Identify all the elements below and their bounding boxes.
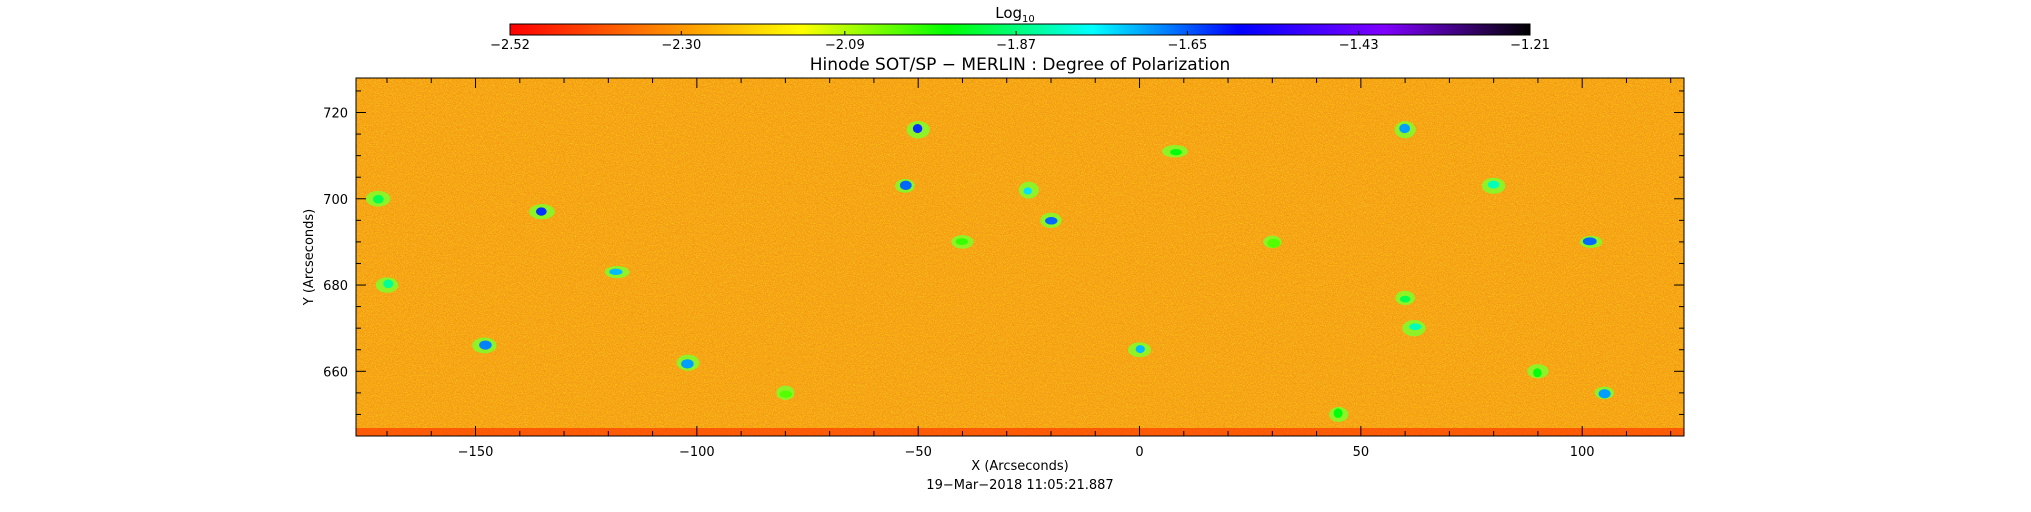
feature-core	[1045, 217, 1058, 225]
x-axis: −150 −100 −50 0 50 100	[386, 78, 1672, 460]
feature-core	[383, 279, 394, 289]
feature-core	[955, 238, 968, 246]
y-tick-label: 700	[323, 193, 348, 208]
bottom-edge-strip	[356, 428, 1684, 436]
colorbar-tick-label: −1.65	[1167, 38, 1207, 53]
colorbar-tick-label: −2.30	[661, 38, 701, 53]
chart-title: Hinode SOT/SP − MERLIN : Degree of Polar…	[810, 55, 1231, 75]
feature-core	[1533, 368, 1542, 378]
y-axis: 660 680 700 720	[323, 90, 1684, 415]
feature-core	[1135, 345, 1145, 354]
feature-core	[372, 194, 384, 204]
colorbar-tick-label: −2.09	[825, 38, 865, 53]
feature-core	[535, 207, 547, 216]
x-tick-label: 50	[1353, 445, 1370, 460]
feature-core	[609, 268, 623, 275]
feature-core	[1399, 123, 1411, 134]
feature-core	[1487, 180, 1500, 189]
colorbar-tick-label: −1.87	[996, 38, 1036, 53]
feature-core	[1333, 408, 1343, 419]
heatmap-features	[365, 121, 1614, 422]
colorbar: Log10 −2.52 −2.30 −2.09 −1.87 −1.65 −1.43 −1.2…	[490, 4, 1550, 53]
heatmap-texture-fine	[356, 78, 1684, 436]
feature-core	[479, 340, 492, 350]
y-tick-label: 660	[323, 365, 348, 380]
feature-core	[779, 390, 792, 398]
feature-core	[681, 359, 694, 369]
colorbar-tick-label: −1.43	[1339, 38, 1379, 53]
feature-core	[912, 124, 923, 134]
feature-core	[1267, 238, 1281, 248]
colorbar-ticks: −2.52 −2.30 −2.09 −1.87 −1.65 −1.43 −1.21	[490, 31, 1550, 53]
y-axis-label: Y (Arcseconds)	[302, 209, 317, 306]
feature-core	[1582, 237, 1597, 246]
feature-core	[1170, 148, 1182, 156]
feature-core	[1023, 187, 1032, 195]
colorbar-tick-label: −1.21	[1510, 38, 1550, 53]
x-tick-label: −150	[458, 445, 494, 460]
timestamp: 19−Mar−2018 11:05:21.887	[926, 478, 1113, 493]
feature-core	[1409, 323, 1422, 331]
plot-frame	[355, 77, 1685, 437]
feature-core	[899, 180, 912, 191]
heatmap-plot: −150 −100 −50 0 50 100 660 680 700 720	[323, 77, 1685, 460]
x-axis-label: X (Arcseconds)	[971, 459, 1068, 474]
feature-core	[1598, 389, 1611, 399]
colorbar-title: Log10	[995, 4, 1035, 25]
y-tick-label: 680	[323, 279, 348, 294]
x-tick-label: −50	[904, 445, 931, 460]
x-tick-label: 0	[1135, 445, 1143, 460]
feature-core	[1399, 295, 1411, 303]
x-tick-label: 100	[1570, 445, 1595, 460]
y-tick-label: 720	[323, 107, 348, 122]
x-tick-label: −100	[679, 445, 715, 460]
colorbar-strip	[509, 23, 1531, 36]
colorbar-tick-label: −2.52	[490, 38, 530, 53]
